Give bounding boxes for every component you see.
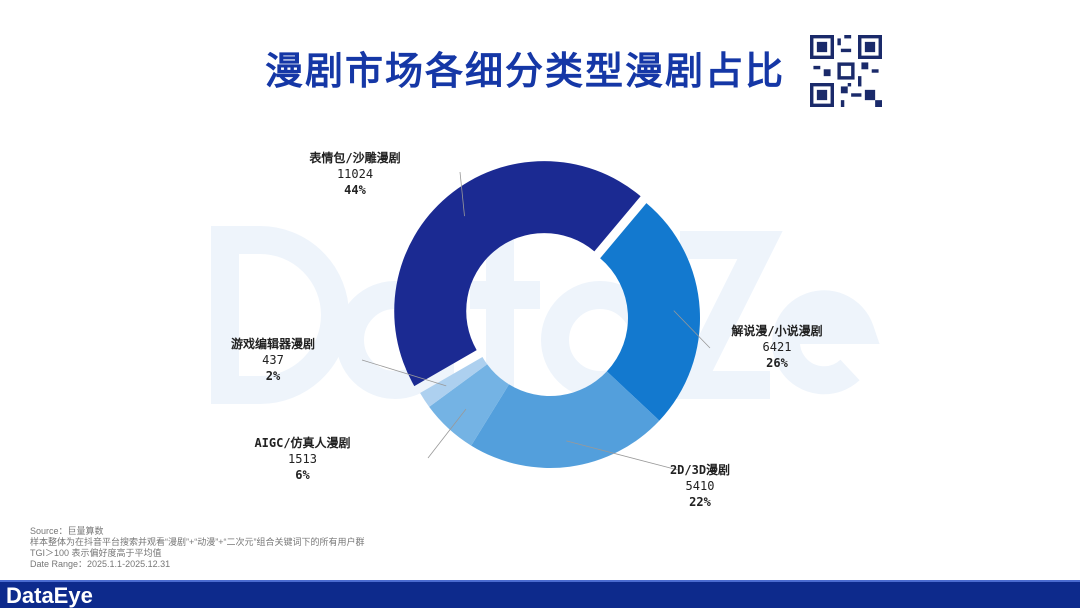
donut-slice-0 [394,161,641,387]
donut-slice-4 [420,356,488,407]
note-source: Source：巨量算数 [30,526,104,536]
footer-bar: DataEye [0,580,1080,608]
donut-slice-3 [429,364,510,446]
leader-line-0 [459,171,465,217]
label-slice-2: 2D/3D漫剧 5410 22% [669,463,731,509]
leader-line-2 [566,440,679,471]
footer-logo: DataEye [6,583,93,608]
note-tgi: TGI＞100 表示偏好度高于平均值 [30,548,162,558]
leader-line-3 [427,408,467,459]
leader-line-4 [361,359,447,387]
donut-slice-1 [600,203,700,421]
page-title: 漫剧市场各细分类型漫剧占比 [264,49,785,93]
note-sample: 样本整体为在抖音平台搜索并观看“漫剧”+“动漫”+“二次元”组合关键词下的所有用… [30,537,365,547]
label-slice-3: AIGC/仿真人漫剧 1513 6% [254,436,351,482]
label-slice-1: 解说漫/小说漫剧 6421 26% [731,324,823,370]
label-slice-0: 表情包/沙雕漫剧 11024 44% [309,151,401,197]
label-slice-4: 游戏编辑器漫剧 437 2% [230,337,315,383]
qr-code-icon [810,35,882,107]
donut-slice-2 [471,371,660,469]
leader-line-1 [673,310,711,349]
footnotes: Source：巨量算数 样本整体为在抖音平台搜索并观看“漫剧”+“动漫”+“二次… [30,526,365,570]
note-date-range: Date Range：2025.1.1-2025.12.31 [30,559,171,569]
